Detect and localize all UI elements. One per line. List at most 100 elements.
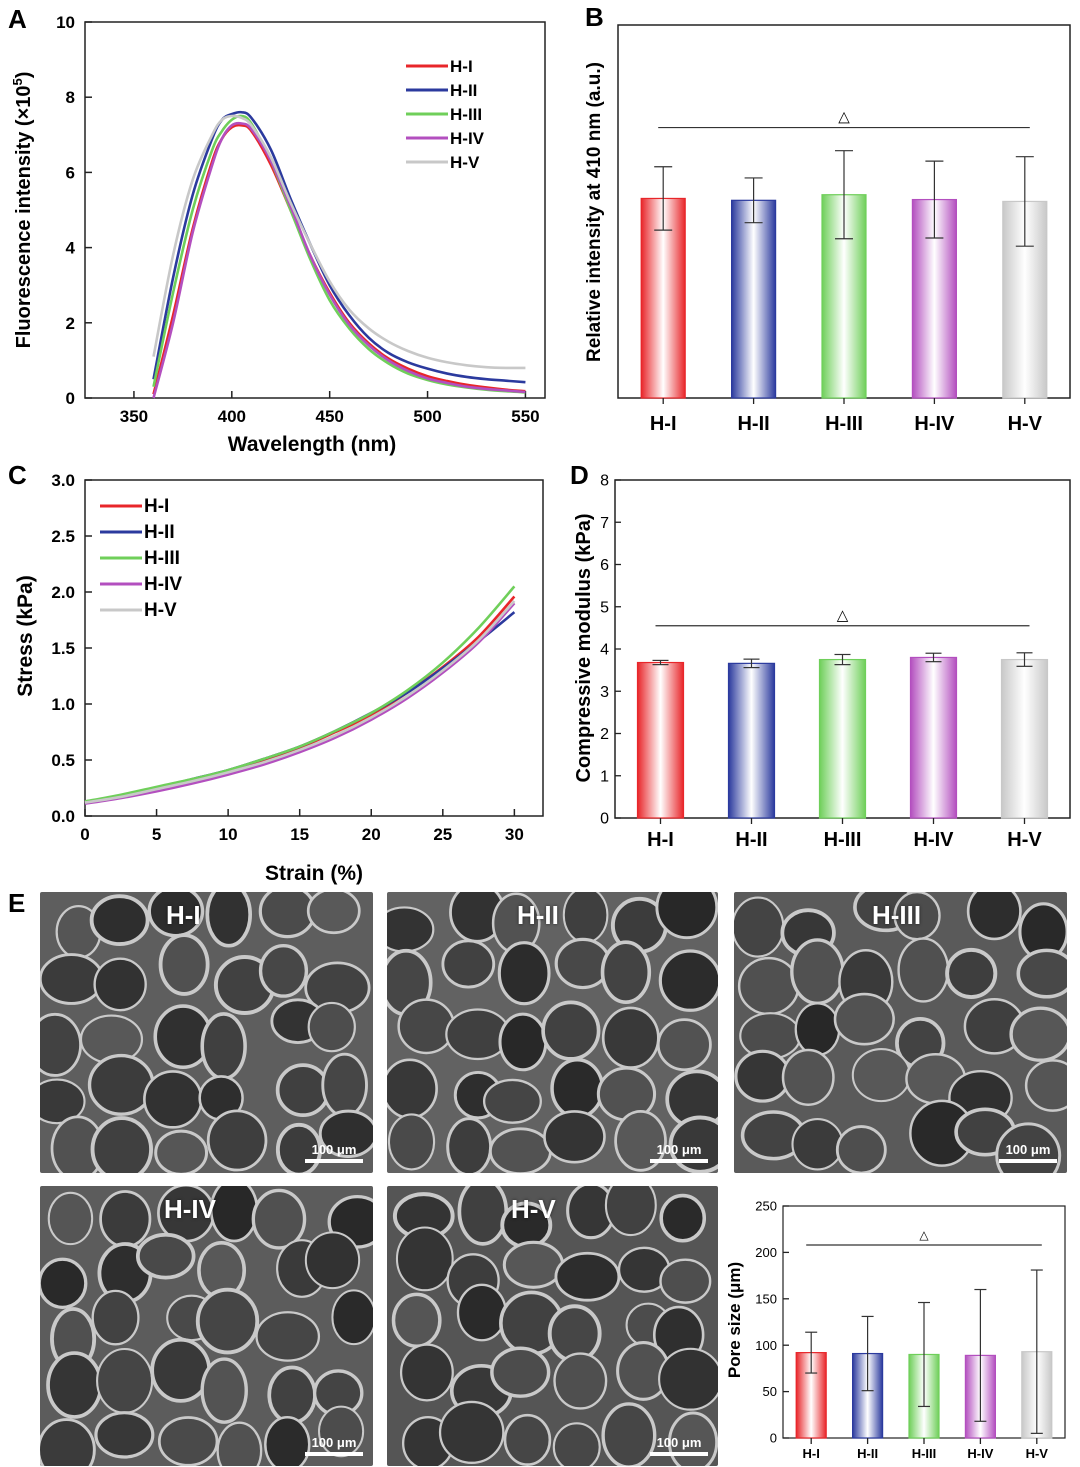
x-tick-label: 500 [413, 407, 441, 426]
foam-pore [503, 1413, 552, 1466]
foam-pore [668, 1115, 718, 1173]
foam-pore [457, 1186, 509, 1246]
foam-pore [498, 1012, 548, 1072]
foam-pore [158, 933, 210, 996]
y-axis-label: Relative intensity at 410 nm (a.u.) [584, 62, 605, 362]
y-tick-label: 250 [755, 1199, 777, 1214]
foam-pore [318, 1109, 373, 1158]
sem-image-h-iv: H-IV 100 μm [40, 1186, 373, 1466]
category-label: H-IV [914, 829, 955, 851]
foam-pore [897, 937, 950, 1003]
foam-pore [482, 1078, 542, 1124]
category-label: H-III [912, 1446, 937, 1461]
foam-pore [251, 1188, 307, 1250]
x-tick-label: 550 [511, 407, 539, 426]
bar-h-iii [818, 658, 867, 819]
foam-pore [135, 1232, 196, 1280]
foam-pore [94, 1411, 155, 1459]
y-tick-label: 0 [770, 1431, 777, 1446]
foam-pore [438, 1400, 505, 1464]
sem-texture [40, 1186, 373, 1466]
foam-pore [543, 1110, 606, 1164]
legend-label: H-IV [450, 129, 485, 148]
foam-pore [40, 1078, 86, 1125]
foam-pore [258, 892, 317, 939]
sem-label: H-IV [164, 1194, 216, 1224]
panel-letter-c: C [8, 460, 27, 490]
foam-pore [275, 1063, 331, 1118]
series-line-h-iv [84, 602, 516, 805]
scale-bar: 100 μm [999, 1142, 1057, 1163]
foam-pore [552, 1422, 601, 1466]
y-axis-label: Fluorescence intensity (×105) [10, 72, 35, 349]
scale-bar-line [650, 1452, 708, 1456]
foam-pore [205, 892, 252, 948]
foam-pore [397, 998, 456, 1055]
x-tick-label: 0 [80, 825, 89, 844]
y-tick-label: 1.5 [51, 639, 75, 658]
plot-frame [84, 21, 546, 399]
scale-bar-text: 100 μm [311, 1435, 357, 1450]
foam-pore [456, 1283, 507, 1342]
y-tick-label: 0.0 [51, 807, 75, 826]
sem-label: H-I [166, 900, 201, 930]
y-axis-label: Pore size (μm) [725, 1262, 744, 1378]
series-line-h-ii [84, 611, 516, 804]
foam-pore [399, 1343, 454, 1402]
scale-bar-line [999, 1159, 1057, 1163]
foam-pore [304, 1231, 361, 1290]
foam-pore [550, 1057, 605, 1119]
y-tick-label: 3.0 [51, 471, 75, 490]
category-label: H-I [803, 1446, 820, 1461]
sem-label: H-II [517, 900, 559, 930]
foam-pore [601, 1006, 660, 1069]
significance-symbol: △ [838, 109, 850, 126]
foam-pore [562, 892, 609, 944]
panel-b-bar-chart: B H-I H-II H-III H-IV H-V △ Relative intensit… [584, 2, 1071, 435]
foam-pore [791, 1117, 844, 1171]
y-tick-label: 2.0 [51, 583, 75, 602]
foam-pore [47, 1191, 94, 1246]
foam-pore [306, 892, 361, 935]
y-tick-label: 2 [600, 726, 609, 743]
x-axis-label: Wavelength (nm) [228, 433, 396, 456]
bar-h-i [640, 197, 686, 399]
sem-image-h-iii: H-III 100 μm [734, 892, 1067, 1173]
foam-pore [387, 1113, 436, 1171]
foam-pore [89, 894, 150, 946]
category-label: H-IV [914, 413, 955, 435]
significance-symbol: △ [837, 607, 849, 624]
foam-pore [655, 892, 718, 940]
foam-pore [604, 1186, 657, 1237]
foam-pore [734, 896, 785, 958]
foam-pore [255, 1311, 321, 1362]
foam-pore [502, 1240, 565, 1289]
x-axis-label: Strain (%) [265, 862, 363, 885]
y-tick-label: 8 [66, 88, 75, 107]
foam-pore [446, 1117, 493, 1173]
y-tick-label: 5 [600, 599, 609, 616]
panel-a-line-chart: A 0 2 4 6 8 10 350 400 450 500 550 H-I H-II H-III H-… [8, 4, 546, 456]
x-tick-label: 20 [362, 825, 381, 844]
foam-pore [794, 1002, 841, 1057]
foam-pore [490, 1346, 551, 1398]
legend-label: H-II [450, 81, 477, 100]
foam-pore [267, 1365, 317, 1425]
foam-pore [835, 1125, 887, 1173]
foam-pore [441, 939, 496, 989]
scale-bar: 100 μm [305, 1435, 363, 1456]
x-tick-label: 25 [433, 825, 452, 844]
scale-bar-text: 100 μm [1005, 1142, 1051, 1157]
y-axis-label: Stress (kPa) [14, 575, 37, 696]
foam-pore [1024, 1059, 1067, 1112]
foam-pore [40, 1418, 96, 1466]
y-tick-label: 4 [600, 642, 609, 659]
foam-pore [87, 1053, 155, 1116]
foam-pore [781, 1048, 835, 1106]
category-label: H-III [824, 829, 862, 851]
x-tick-label: 400 [218, 407, 246, 426]
sem-texture [734, 892, 1067, 1173]
foam-pore [391, 1292, 442, 1348]
scale-bar-text: 100 μm [656, 1435, 702, 1450]
